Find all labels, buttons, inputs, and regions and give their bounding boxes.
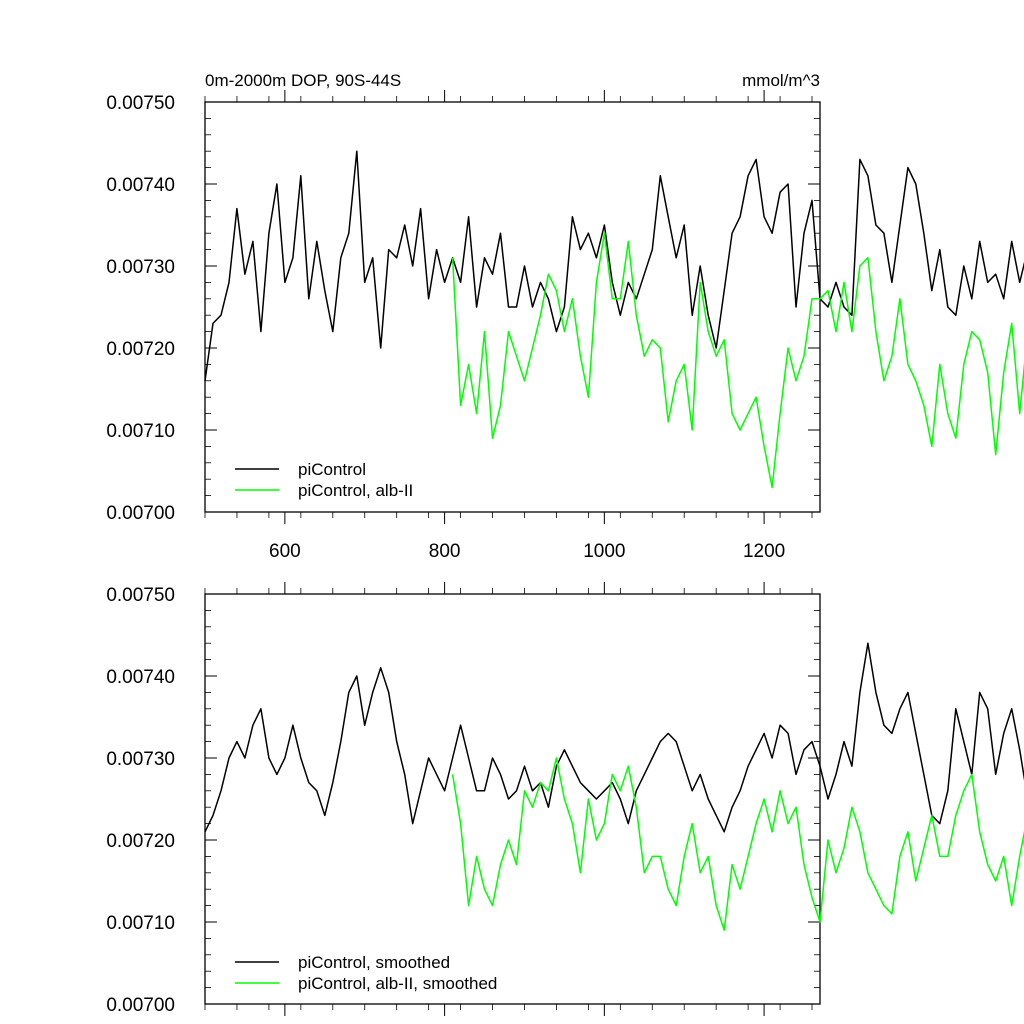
top-series-picontrol-alb-ii bbox=[451, 232, 1024, 489]
top-ytick-label: 0.00740 bbox=[106, 175, 175, 196]
top-y-tick-labels: 0.00700 0.00710 0.00720 0.00730 0.00740 0.007… bbox=[106, 93, 175, 524]
top-chart-title: 0m-2000m DOP, 90S-44S bbox=[205, 71, 401, 90]
top-ytick-label: 0.00700 bbox=[106, 503, 175, 524]
bottom-ytick-label: 0.00750 bbox=[106, 585, 175, 606]
legend-label-picontrol-alb-ii-smoothed: piControl, alb-II, smoothed bbox=[298, 974, 497, 993]
legend-label-picontrol-alb-ii: piControl, alb-II bbox=[298, 481, 413, 500]
legend-label-picontrol-smoothed: piControl, smoothed bbox=[298, 953, 450, 972]
top-plot-frame bbox=[204, 101, 821, 513]
bottom-series-layer bbox=[204, 642, 1024, 931]
top-ytick-label: 0.00710 bbox=[106, 421, 175, 442]
legend-label-picontrol: piControl bbox=[298, 460, 366, 479]
top-series-picontrol bbox=[204, 150, 1024, 381]
top-xtick-label: 600 bbox=[269, 541, 301, 562]
bottom-legend: piControl, smoothed piControl, alb-II, s… bbox=[235, 953, 497, 993]
top-ytick-label: 0.00720 bbox=[106, 339, 175, 360]
top-xtick-label: 1200 bbox=[743, 541, 785, 562]
bottom-ytick-label: 0.00730 bbox=[106, 749, 175, 770]
top-series-layer bbox=[204, 150, 1024, 489]
top-x-tick-labels: 600 800 1000 1200 bbox=[269, 541, 785, 562]
top-xtick-label: 1000 bbox=[583, 541, 625, 562]
bottom-series-picontrol-smoothed bbox=[204, 642, 1024, 833]
top-ytick-label: 0.00730 bbox=[106, 257, 175, 278]
top-ytick-label: 0.00750 bbox=[106, 93, 175, 114]
bottom-ytick-label: 0.00720 bbox=[106, 831, 175, 852]
bottom-ytick-label: 0.00710 bbox=[106, 913, 175, 934]
bottom-y-tick-labels: 0.00700 0.00710 0.00720 0.00730 0.00740 0.007… bbox=[106, 585, 175, 1016]
bottom-plot-frame bbox=[204, 593, 821, 1005]
bottom-panel: 0.00700 0.00710 0.00720 0.00730 0.00740 0.007… bbox=[106, 582, 1024, 1016]
top-legend: piControl piControl, alb-II bbox=[235, 460, 413, 500]
bottom-series-picontrol-alb-ii-smoothed bbox=[451, 757, 1024, 931]
bottom-ticks bbox=[204, 582, 820, 1016]
bottom-ytick-label: 0.00740 bbox=[106, 667, 175, 688]
top-xtick-label: 800 bbox=[429, 541, 461, 562]
top-chart-units: mmol/m^3 bbox=[742, 71, 820, 90]
bottom-ytick-label: 0.00700 bbox=[106, 995, 175, 1016]
top-ticks bbox=[204, 90, 820, 524]
top-panel: 0m-2000m DOP, 90S-44S mmol/m^3 0.007000.… bbox=[106, 71, 1024, 562]
